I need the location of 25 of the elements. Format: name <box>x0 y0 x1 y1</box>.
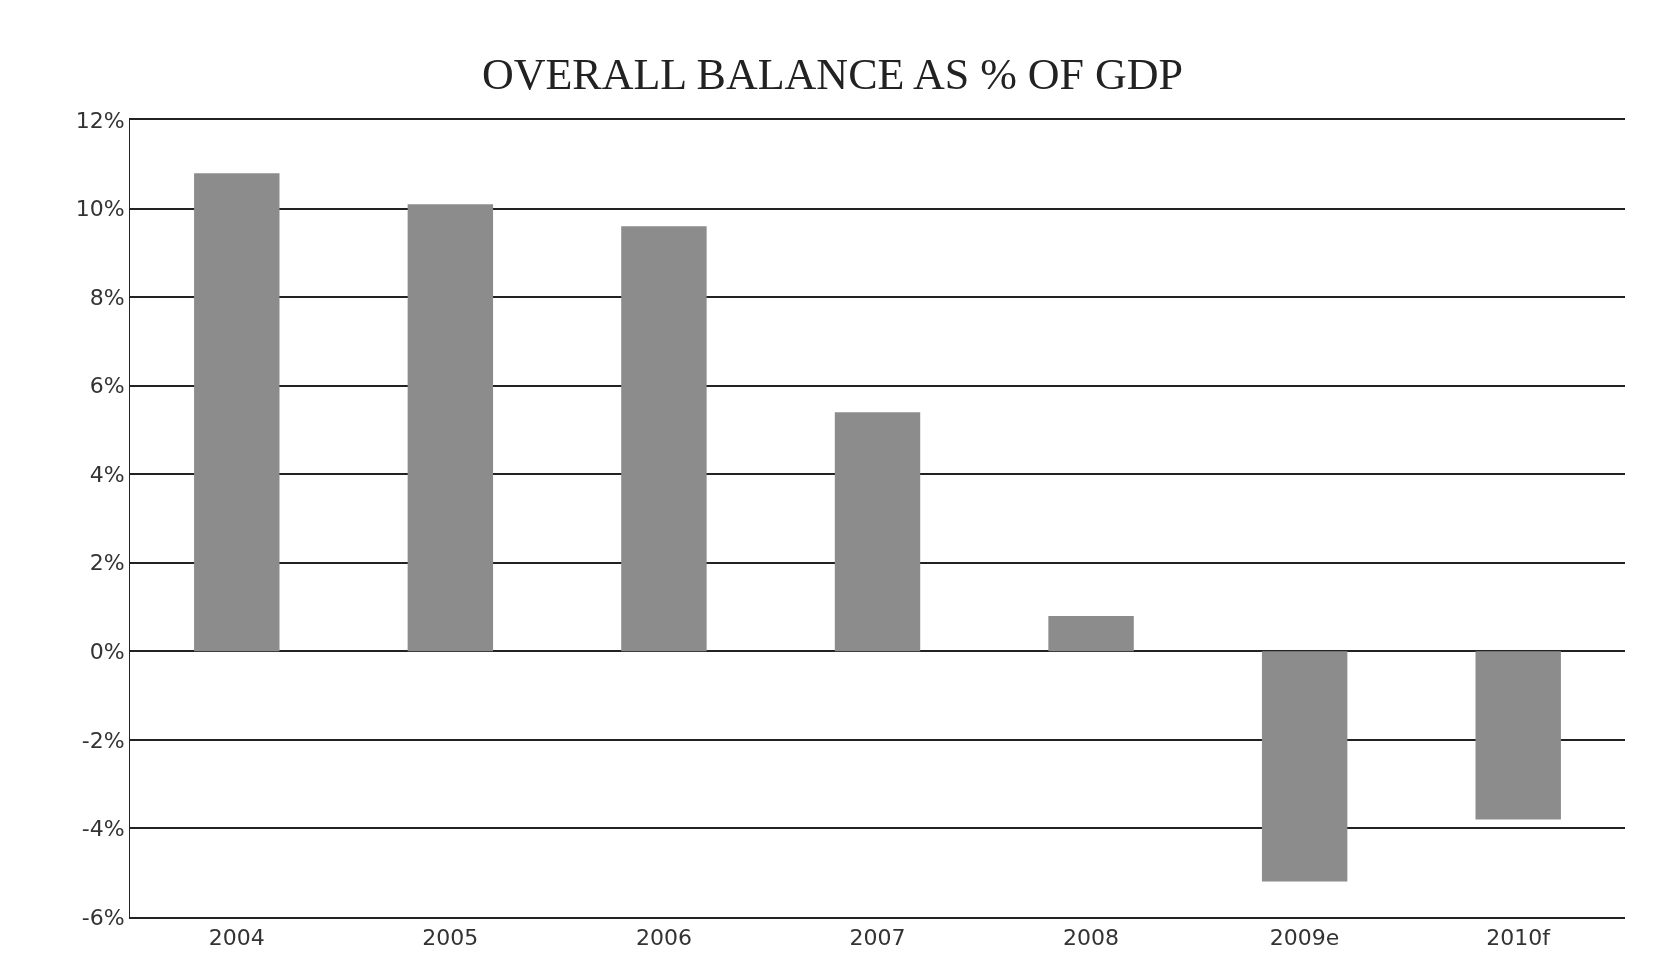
y-tick-label: 0% <box>89 639 125 665</box>
y-tick-label: 8% <box>89 284 125 310</box>
y-tick-label: 2% <box>89 550 125 576</box>
bar <box>1048 615 1134 652</box>
bar <box>621 226 707 652</box>
x-tick-label: 2005 <box>422 925 479 951</box>
bar <box>1475 651 1561 820</box>
y-tick-label: 4% <box>89 461 125 487</box>
x-tick-label: 2006 <box>635 925 692 951</box>
bar <box>194 173 280 652</box>
y-tick-label: 12% <box>75 107 125 133</box>
y-tick-label: -6% <box>81 904 125 930</box>
bar <box>1261 651 1348 882</box>
y-tick-label: 6% <box>89 373 125 399</box>
bar <box>407 204 494 652</box>
x-tick-label: 2010f <box>1486 925 1552 951</box>
y-tick-label: -4% <box>81 816 125 842</box>
x-tick-label: 2008 <box>1063 925 1120 951</box>
y-tick-label: -2% <box>81 727 125 753</box>
y-tick-label: 10% <box>75 196 125 222</box>
chart-title: OVERALL BALANCE AS % OF GDP <box>481 50 1184 100</box>
x-tick-label: 2009e <box>1269 925 1340 951</box>
bar <box>834 412 921 652</box>
x-tick-label: 2004 <box>208 925 265 951</box>
x-tick-label: 2007 <box>849 925 906 951</box>
